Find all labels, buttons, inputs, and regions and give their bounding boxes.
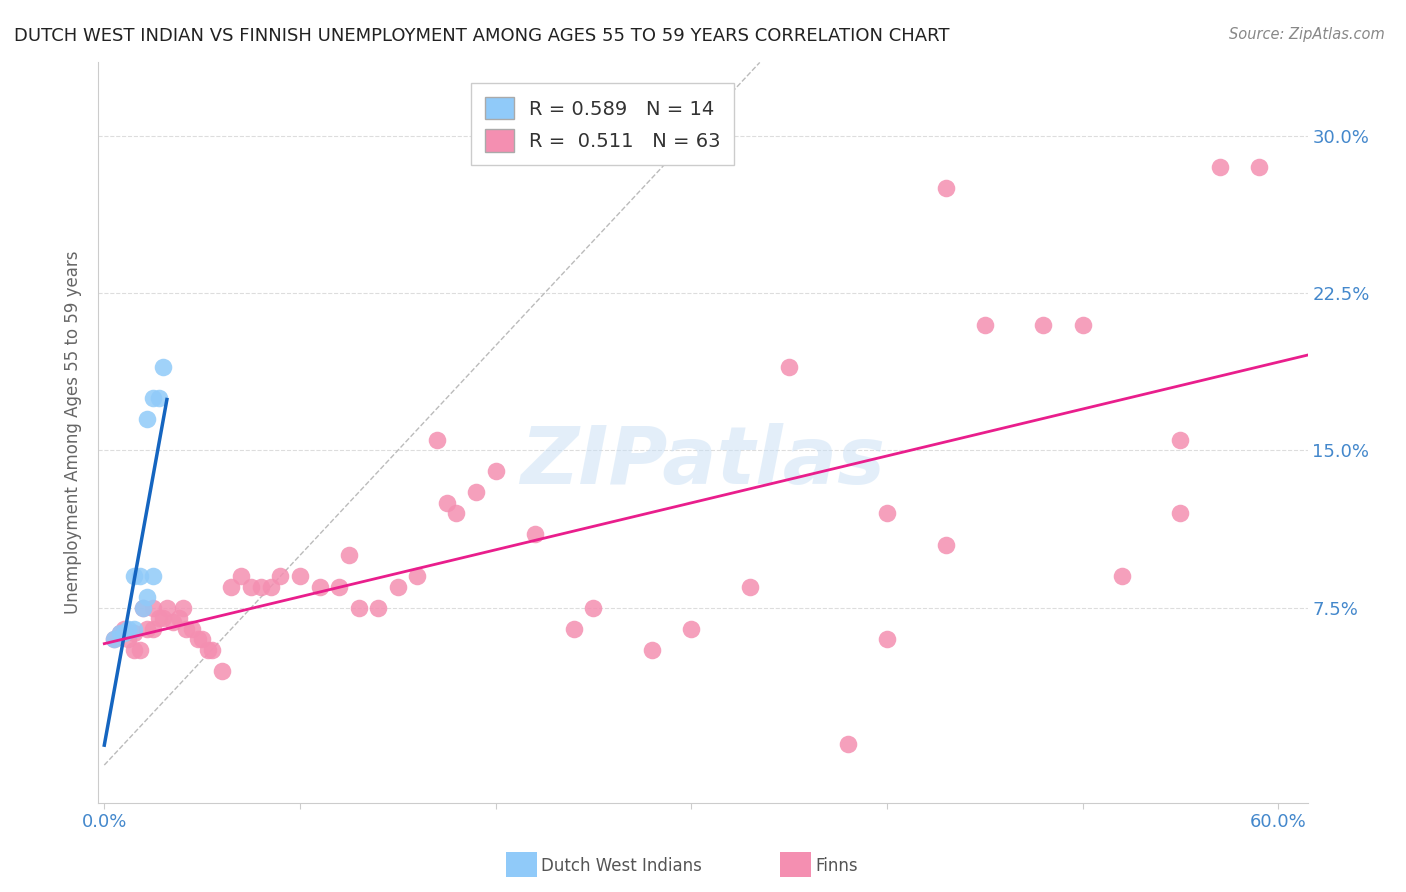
Point (167, 611, 190, 625)
Text: Source: ZipAtlas.com: Source: ZipAtlas.com (1229, 27, 1385, 42)
Point (935, 538, 957, 552)
Point (221, 580, 243, 594)
Point (108, 626, 131, 640)
Point (240, 580, 263, 594)
Point (152, 611, 174, 625)
Legend: R = 0.589   N = 14, R =  0.511   N = 63: R = 0.589 N = 14, R = 0.511 N = 63 (471, 83, 734, 165)
Point (259, 580, 281, 594)
Point (191, 632, 214, 647)
Point (117, 632, 139, 647)
Point (128, 569, 150, 583)
Point (112, 626, 135, 640)
Point (152, 359, 174, 374)
Point (778, 359, 800, 374)
Point (197, 642, 219, 657)
Point (1032, 318, 1054, 332)
Point (269, 569, 291, 583)
Point (142, 600, 165, 615)
Point (426, 433, 449, 447)
Point (876, 632, 898, 647)
Point (117, 622, 139, 636)
Text: ZIPatlas: ZIPatlas (520, 423, 886, 501)
Point (387, 580, 409, 594)
Point (1170, 433, 1192, 447)
Point (187, 632, 209, 647)
Point (176, 622, 198, 636)
Point (1208, 161, 1230, 175)
Point (876, 507, 898, 521)
Point (156, 600, 179, 615)
Point (142, 391, 165, 405)
Point (1071, 318, 1094, 332)
Point (328, 580, 350, 594)
Point (172, 600, 194, 615)
Point (436, 496, 458, 510)
Point (132, 600, 155, 615)
Point (837, 737, 859, 751)
Point (103, 632, 125, 647)
Point (142, 622, 165, 636)
Point (148, 391, 170, 405)
Point (681, 622, 703, 636)
Point (465, 485, 488, 500)
Point (181, 622, 204, 636)
Point (148, 611, 170, 625)
Point (122, 626, 145, 640)
Point (406, 569, 429, 583)
Point (211, 664, 233, 678)
Point (108, 626, 131, 640)
Y-axis label: Unemployment Among Ages 55 to 59 years: Unemployment Among Ages 55 to 59 years (65, 251, 83, 615)
Point (122, 622, 145, 636)
Point (136, 591, 159, 605)
Point (162, 615, 184, 630)
Point (128, 642, 150, 657)
Point (347, 600, 370, 615)
Point (562, 622, 585, 636)
Point (136, 622, 159, 636)
Point (142, 569, 165, 583)
Point (136, 412, 159, 426)
Point (122, 569, 145, 583)
Point (446, 507, 468, 521)
Point (337, 549, 360, 563)
Point (1170, 507, 1192, 521)
Point (523, 527, 546, 541)
Point (1247, 161, 1270, 175)
Point (288, 569, 311, 583)
Point (1111, 569, 1133, 583)
Point (973, 318, 995, 332)
Point (122, 642, 145, 657)
Text: DUTCH WEST INDIAN VS FINNISH UNEMPLOYMENT AMONG AGES 55 TO 59 YEARS CORRELATION : DUTCH WEST INDIAN VS FINNISH UNEMPLOYMEN… (14, 27, 949, 45)
Point (132, 600, 155, 615)
Point (231, 569, 253, 583)
Text: Finns: Finns (815, 857, 858, 875)
Point (367, 600, 389, 615)
Point (103, 632, 125, 647)
Point (738, 580, 761, 594)
Point (484, 464, 506, 478)
Point (641, 642, 664, 657)
Point (201, 642, 224, 657)
Point (308, 580, 330, 594)
Text: Dutch West Indians: Dutch West Indians (541, 857, 702, 875)
Point (250, 580, 273, 594)
Point (112, 622, 135, 636)
Point (582, 600, 605, 615)
Point (935, 181, 957, 195)
